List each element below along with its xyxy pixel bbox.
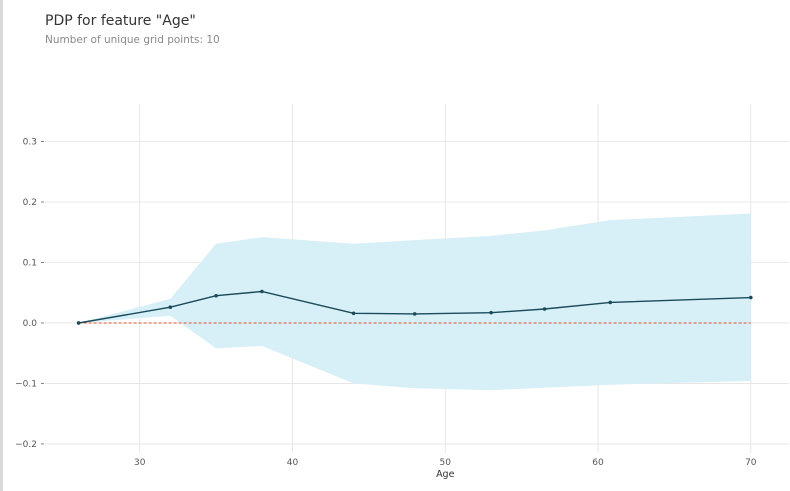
confidence-band xyxy=(78,213,751,391)
y-tick-label: −0.1 xyxy=(15,379,37,389)
pdp-point xyxy=(412,312,417,316)
x-tick-label: 40 xyxy=(287,458,299,468)
pdp-point xyxy=(260,289,264,294)
y-tick-label: −0.2 xyxy=(15,440,37,450)
pdp-point xyxy=(76,321,81,325)
y-tick-label: 0.2 xyxy=(23,198,37,208)
pdp-point xyxy=(168,305,173,310)
x-tick-label: 30 xyxy=(134,458,146,468)
x-tick-label: 60 xyxy=(592,458,604,468)
y-tick-label: 0.0 xyxy=(23,319,38,329)
x-axis-label: Age xyxy=(436,469,455,480)
pdp-point xyxy=(542,307,547,311)
chart-subtitle: Number of unique grid points: 10 xyxy=(45,34,220,46)
x-tick-label: 50 xyxy=(440,458,452,468)
chart-title: PDP for feature "Age" xyxy=(45,13,196,29)
pdp-point xyxy=(489,310,493,315)
pdp-point xyxy=(351,311,356,316)
pdp-point xyxy=(214,293,218,298)
pdp-line xyxy=(78,290,751,324)
y-tick-label: 0.3 xyxy=(23,138,37,148)
window-left-edge xyxy=(0,0,3,491)
pdp-point xyxy=(608,300,613,305)
pdp-point xyxy=(749,295,753,300)
x-tick-label: 70 xyxy=(745,458,757,468)
y-tick-label: 0.1 xyxy=(23,258,37,268)
